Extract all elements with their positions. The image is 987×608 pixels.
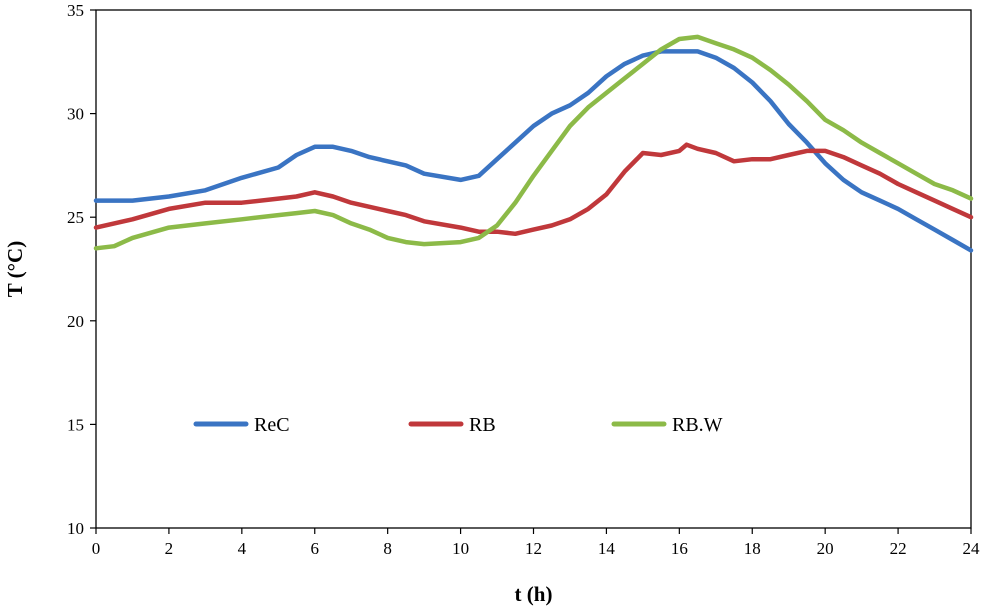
x-tick-label: 20 [817, 539, 834, 558]
x-tick-label: 22 [890, 539, 907, 558]
legend: ReC RB RB.W [193, 414, 723, 436]
x-tick-label: 6 [311, 539, 320, 558]
series-lines [93, 34, 974, 253]
series-line-rb-w [93, 34, 974, 251]
y-tick-label: 30 [67, 105, 84, 124]
x-tick-label: 2 [165, 539, 174, 558]
x-tick-label: 14 [598, 539, 616, 558]
x-tick-label: 4 [238, 539, 247, 558]
x-tick-label: 18 [744, 539, 761, 558]
x-tick-label: 8 [383, 539, 392, 558]
x-tick-label: 24 [963, 539, 981, 558]
x-tick-label: 16 [671, 539, 688, 558]
plot-frame [95, 9, 972, 529]
y-tick-label: 35 [67, 1, 84, 20]
y-tick-label: 25 [67, 208, 84, 227]
series-line-rec [93, 49, 974, 253]
legend-label: RB [469, 414, 496, 436]
x-tick-label: 0 [92, 539, 101, 558]
x-axis-title: t (h) [515, 582, 553, 606]
x-tick-label: 12 [525, 539, 542, 558]
legend-label: RB.W [672, 414, 723, 436]
x-tick-label: 10 [452, 539, 469, 558]
series-line-rb [93, 142, 974, 237]
y-tick-label: 15 [67, 415, 84, 434]
y-tick-label: 20 [67, 312, 84, 331]
y-tick-label: 10 [67, 519, 84, 538]
y-axis-title: T (°C) [3, 241, 27, 297]
legend-label: ReC [254, 414, 290, 436]
